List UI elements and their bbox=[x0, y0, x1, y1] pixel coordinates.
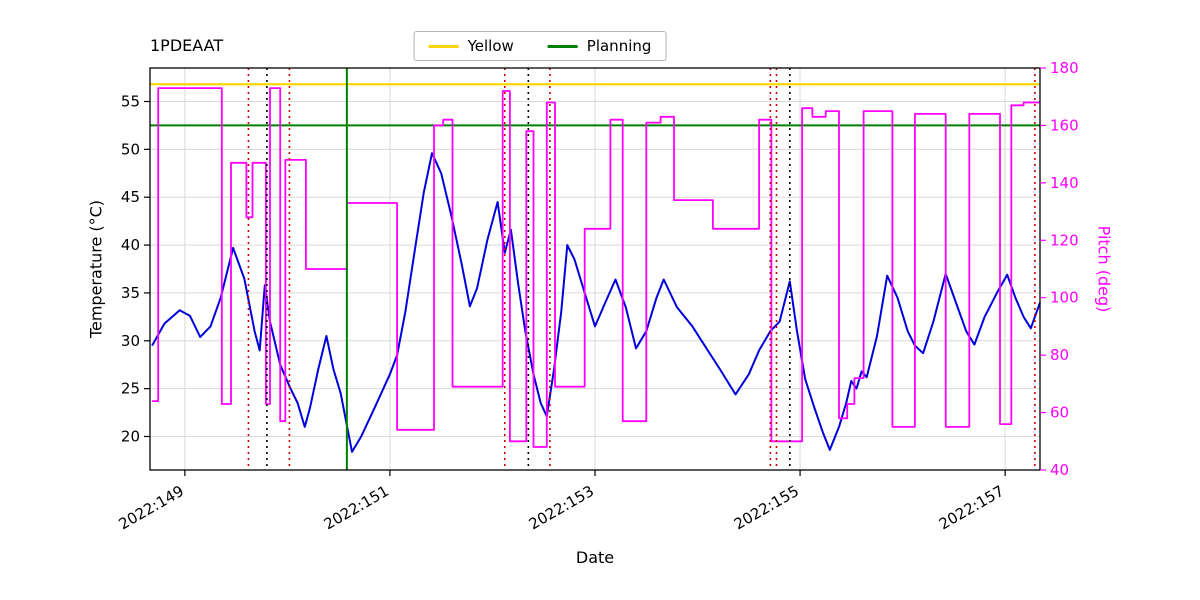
chart-title: 1PDEAAT bbox=[150, 36, 224, 55]
legend: Yellow Planning bbox=[413, 31, 667, 61]
y-left-tick-label: 30 bbox=[121, 332, 140, 350]
planning-line-swatch bbox=[547, 44, 578, 48]
x-tick-label: 2022:155 bbox=[731, 482, 802, 534]
y-axis-left-label: Temperature (°C) bbox=[86, 199, 106, 339]
y-left-tick-label: 55 bbox=[121, 93, 140, 111]
legend-label-planning: Planning bbox=[586, 37, 652, 55]
x-tick-label: 2022:153 bbox=[526, 482, 597, 534]
pitch-line bbox=[152, 87, 1040, 448]
y-right-tick-label: 40 bbox=[1050, 461, 1069, 479]
y-left-tick-label: 25 bbox=[121, 380, 140, 398]
y-right-tick-label: 120 bbox=[1050, 231, 1079, 249]
x-tick-label: 2022:151 bbox=[321, 482, 392, 534]
x-axis-label: Date bbox=[575, 548, 615, 567]
y-axis-right-label: Pitch (deg) bbox=[1094, 225, 1114, 313]
legend-label-yellow: Yellow bbox=[467, 37, 514, 55]
y-right-tick-label: 60 bbox=[1050, 404, 1069, 422]
x-tick-label: 2022:149 bbox=[116, 482, 187, 534]
temperature-line bbox=[151, 152, 1041, 453]
y-right-tick-label: 160 bbox=[1050, 116, 1079, 134]
legend-item-yellow: Yellow bbox=[428, 37, 514, 55]
y-right-tick-label: 180 bbox=[1050, 59, 1079, 77]
x-tick-label: 2022:157 bbox=[936, 482, 1007, 534]
y-left-tick-label: 40 bbox=[121, 236, 140, 254]
yellow-line-swatch bbox=[428, 44, 459, 48]
y-left-tick-label: 20 bbox=[121, 428, 140, 446]
y-left-tick-label: 35 bbox=[121, 284, 140, 302]
y-left-tick-label: 50 bbox=[121, 140, 140, 158]
y-left-tick-label: 45 bbox=[121, 188, 140, 206]
y-right-tick-label: 140 bbox=[1050, 174, 1079, 192]
y-right-tick-label: 80 bbox=[1050, 346, 1069, 364]
legend-item-planning: Planning bbox=[547, 37, 652, 55]
y-right-tick-label: 100 bbox=[1050, 289, 1079, 307]
